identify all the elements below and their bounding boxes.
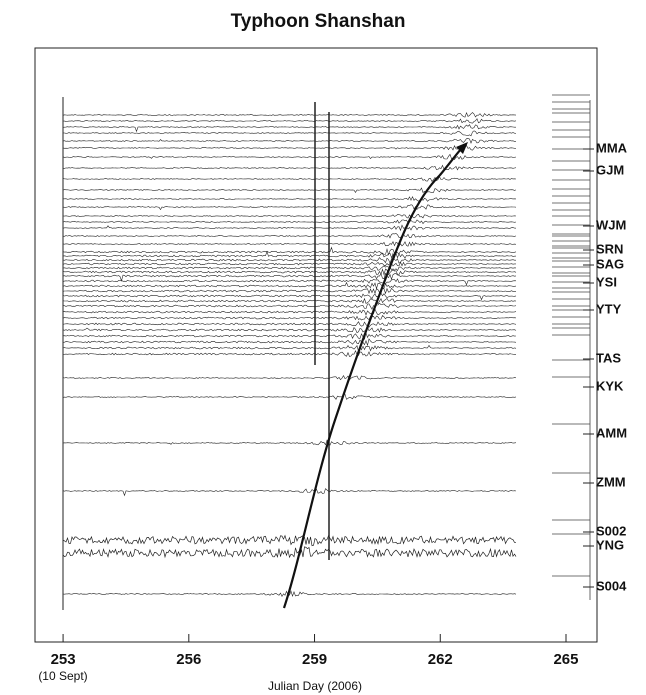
trace [62,130,517,137]
x-tick-label: 253 [51,651,76,668]
x-tick-label: 262 [428,651,453,668]
trace [62,338,517,347]
chart-title: Typhoon Shanshan [231,11,406,32]
trace [62,224,517,232]
trace [62,213,517,219]
trace [62,124,516,133]
x-axis-label: Julian Day (2006) [268,679,362,693]
station-label: MMA [596,140,628,155]
station-label: ZMM [596,474,626,489]
station-label: S002 [596,523,626,538]
trace [62,278,517,286]
station-label: KYK [596,378,624,393]
station-label: WJM [596,217,626,232]
traces [62,94,591,610]
trace [62,246,517,256]
trace [62,144,517,152]
trace [62,439,517,446]
trace [62,331,517,340]
trace [62,321,517,328]
annotation: (10 Sept) [38,669,87,683]
station-label: YTY [596,301,622,316]
trace [62,393,517,400]
trace [62,111,517,118]
station-label: AMM [596,425,627,440]
trace [62,261,516,267]
trace [62,546,517,559]
x-tick-label: 265 [553,651,578,668]
station-label: S004 [596,578,627,593]
station-label: SRN [596,241,623,256]
trace [62,219,517,225]
station-label: YSI [596,274,617,289]
trace [62,590,517,598]
trace [62,204,517,211]
station-label: SAG [596,256,624,271]
trace [62,265,517,272]
trace [62,297,517,305]
trace [62,350,517,357]
plot-frame [34,47,598,643]
x-tick-label: 256 [176,651,201,668]
station-label: TAS [596,350,621,365]
trace [62,118,517,124]
trace [62,187,517,193]
x-tick-label: 259 [302,651,327,668]
trace [63,302,517,310]
trace [62,241,517,247]
trace [62,292,517,301]
trace [62,175,517,183]
trace [62,250,517,259]
typhoon-track [282,147,463,609]
station-label: GJM [596,162,624,177]
trace [62,252,516,264]
trace [62,268,517,276]
trace [62,164,517,171]
trace [62,308,517,316]
trace [62,326,517,334]
trace [62,315,517,321]
trace [62,272,517,282]
station-label: YNG [596,537,624,552]
trace [62,534,517,547]
trace [62,488,517,497]
trace [62,138,517,144]
trace [62,281,517,290]
trace [62,233,517,239]
trace [62,374,517,381]
track-arrowhead [456,142,468,154]
trace [62,344,517,353]
trace [62,153,517,160]
trace [62,196,517,202]
trace [62,287,516,295]
